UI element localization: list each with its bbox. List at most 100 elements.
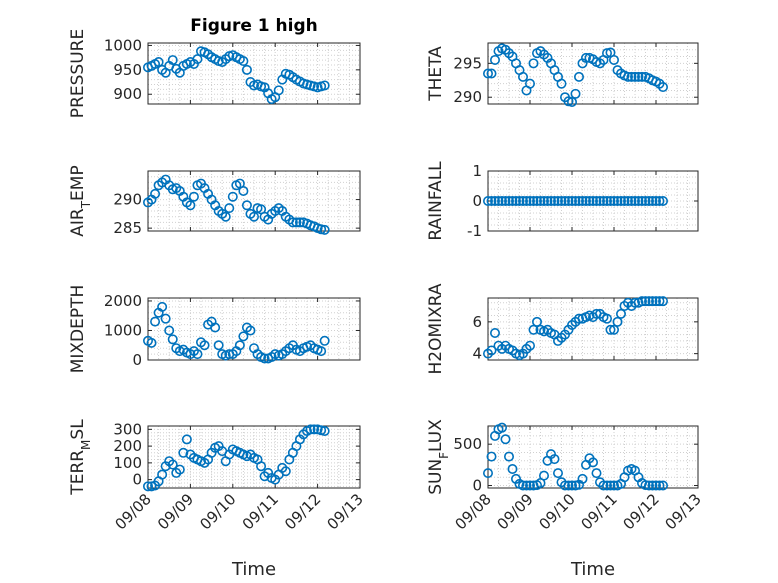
data-point [636, 196, 647, 207]
data-point [238, 56, 249, 67]
data-point [500, 196, 511, 207]
data-point [528, 196, 539, 207]
data-point [633, 196, 644, 207]
data-point [640, 296, 651, 307]
data-point [598, 196, 609, 207]
data-point [500, 434, 511, 445]
data-point [566, 96, 577, 107]
data-point [608, 54, 619, 65]
data-point [482, 68, 493, 79]
data-point [227, 191, 238, 202]
data-point [566, 196, 577, 207]
data-point [503, 196, 514, 207]
data-point [640, 196, 651, 207]
data-point [287, 217, 298, 228]
data-point [486, 451, 497, 462]
data-point [160, 313, 171, 324]
x-tick-label: 09/09 [494, 490, 537, 533]
axes-frame [487, 297, 699, 361]
data-point [577, 196, 588, 207]
x-tick-label: 09/12 [620, 490, 663, 533]
data-point [188, 191, 199, 202]
data-point [615, 196, 626, 207]
data-point [503, 451, 514, 462]
data-point [552, 196, 563, 207]
data-point [559, 196, 570, 207]
data-point [143, 481, 154, 492]
data-point [517, 480, 528, 491]
subplot-h2omixra: 6 4 H2OMIXRA [426, 283, 699, 375]
figure-title: Figure 1 high [190, 16, 318, 36]
subplot-theta: 295 290 THETA [426, 42, 699, 107]
data-point [213, 340, 224, 351]
x-tick-label: 09/12 [281, 490, 324, 533]
data-point [584, 196, 595, 207]
data-point [573, 196, 584, 207]
data-point [566, 480, 577, 491]
x-axis-label: Time [570, 559, 615, 580]
x-tick-label: 09/13 [324, 490, 367, 533]
data-point [496, 196, 507, 207]
data-point [654, 196, 665, 207]
data-point [489, 54, 500, 65]
subplot-rainfall: 1 0 -1 RAINFALL [426, 161, 699, 241]
data-point [591, 196, 602, 207]
x-tick-label: 09/10 [196, 490, 239, 533]
axes-frame [147, 425, 361, 489]
data-point [280, 466, 291, 477]
data-point [563, 196, 574, 207]
data-point [167, 334, 178, 345]
data-point [517, 71, 528, 82]
data-point [482, 196, 493, 207]
data-point [486, 345, 497, 356]
data-point [220, 211, 231, 222]
data-point [650, 296, 661, 307]
x-tick-label: 09/11 [239, 490, 282, 533]
y-tick-label: 1000 [104, 36, 142, 54]
data-point [489, 196, 500, 207]
data-point [643, 196, 654, 207]
data-point [167, 55, 178, 66]
y-tick-label: 0 [132, 351, 142, 369]
y-tick-label: 1 [472, 162, 482, 180]
data-point [619, 196, 630, 207]
data-point [496, 422, 507, 433]
x-tick-label: 09/08 [112, 490, 155, 533]
y-tick-label: 4 [472, 345, 482, 363]
data-point [654, 296, 665, 307]
data-point [224, 203, 235, 214]
data-point [587, 196, 598, 207]
data-point [622, 71, 633, 82]
data-point [192, 54, 203, 65]
data-point [636, 296, 647, 307]
data-point [493, 196, 504, 207]
y-tick-label: 290 [113, 191, 142, 209]
data-point [291, 217, 302, 228]
data-point [598, 480, 609, 491]
y-axis-label: SUNFLUX [426, 419, 451, 495]
y-axis-label: AIRTEMP [68, 165, 93, 236]
data-point [309, 424, 320, 435]
data-point [580, 52, 591, 63]
data-point [573, 313, 584, 324]
data-point [570, 196, 581, 207]
y-axis-label: TERRMSL [68, 419, 93, 496]
axes-frame [147, 297, 361, 361]
data-point [605, 324, 616, 335]
data-point [507, 463, 518, 474]
data-point [552, 468, 563, 479]
data-point [594, 196, 605, 207]
data-point [573, 71, 584, 82]
data-point [577, 473, 588, 484]
data-point [629, 196, 640, 207]
data-point [210, 322, 221, 333]
data-point [150, 316, 161, 327]
data-point [528, 58, 539, 69]
data-point [482, 468, 493, 479]
data-point [150, 188, 161, 199]
x-tick-label: 09/08 [452, 490, 495, 533]
y-tick-label: 1000 [104, 321, 142, 339]
y-tick-label: 295 [453, 54, 482, 72]
data-point [538, 196, 549, 207]
